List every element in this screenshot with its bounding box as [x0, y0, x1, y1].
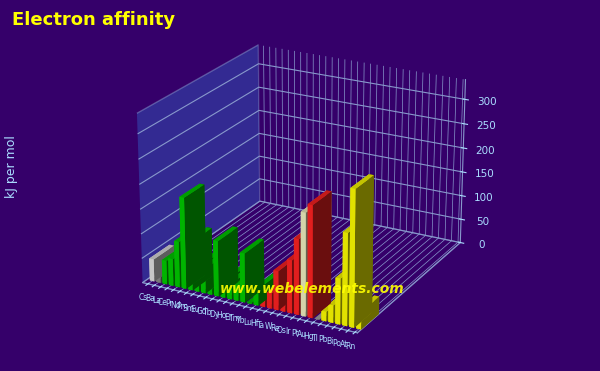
Text: Electron affinity: Electron affinity: [12, 11, 175, 29]
Text: www.webelements.com: www.webelements.com: [220, 282, 404, 296]
Text: kJ per mol: kJ per mol: [5, 135, 19, 198]
